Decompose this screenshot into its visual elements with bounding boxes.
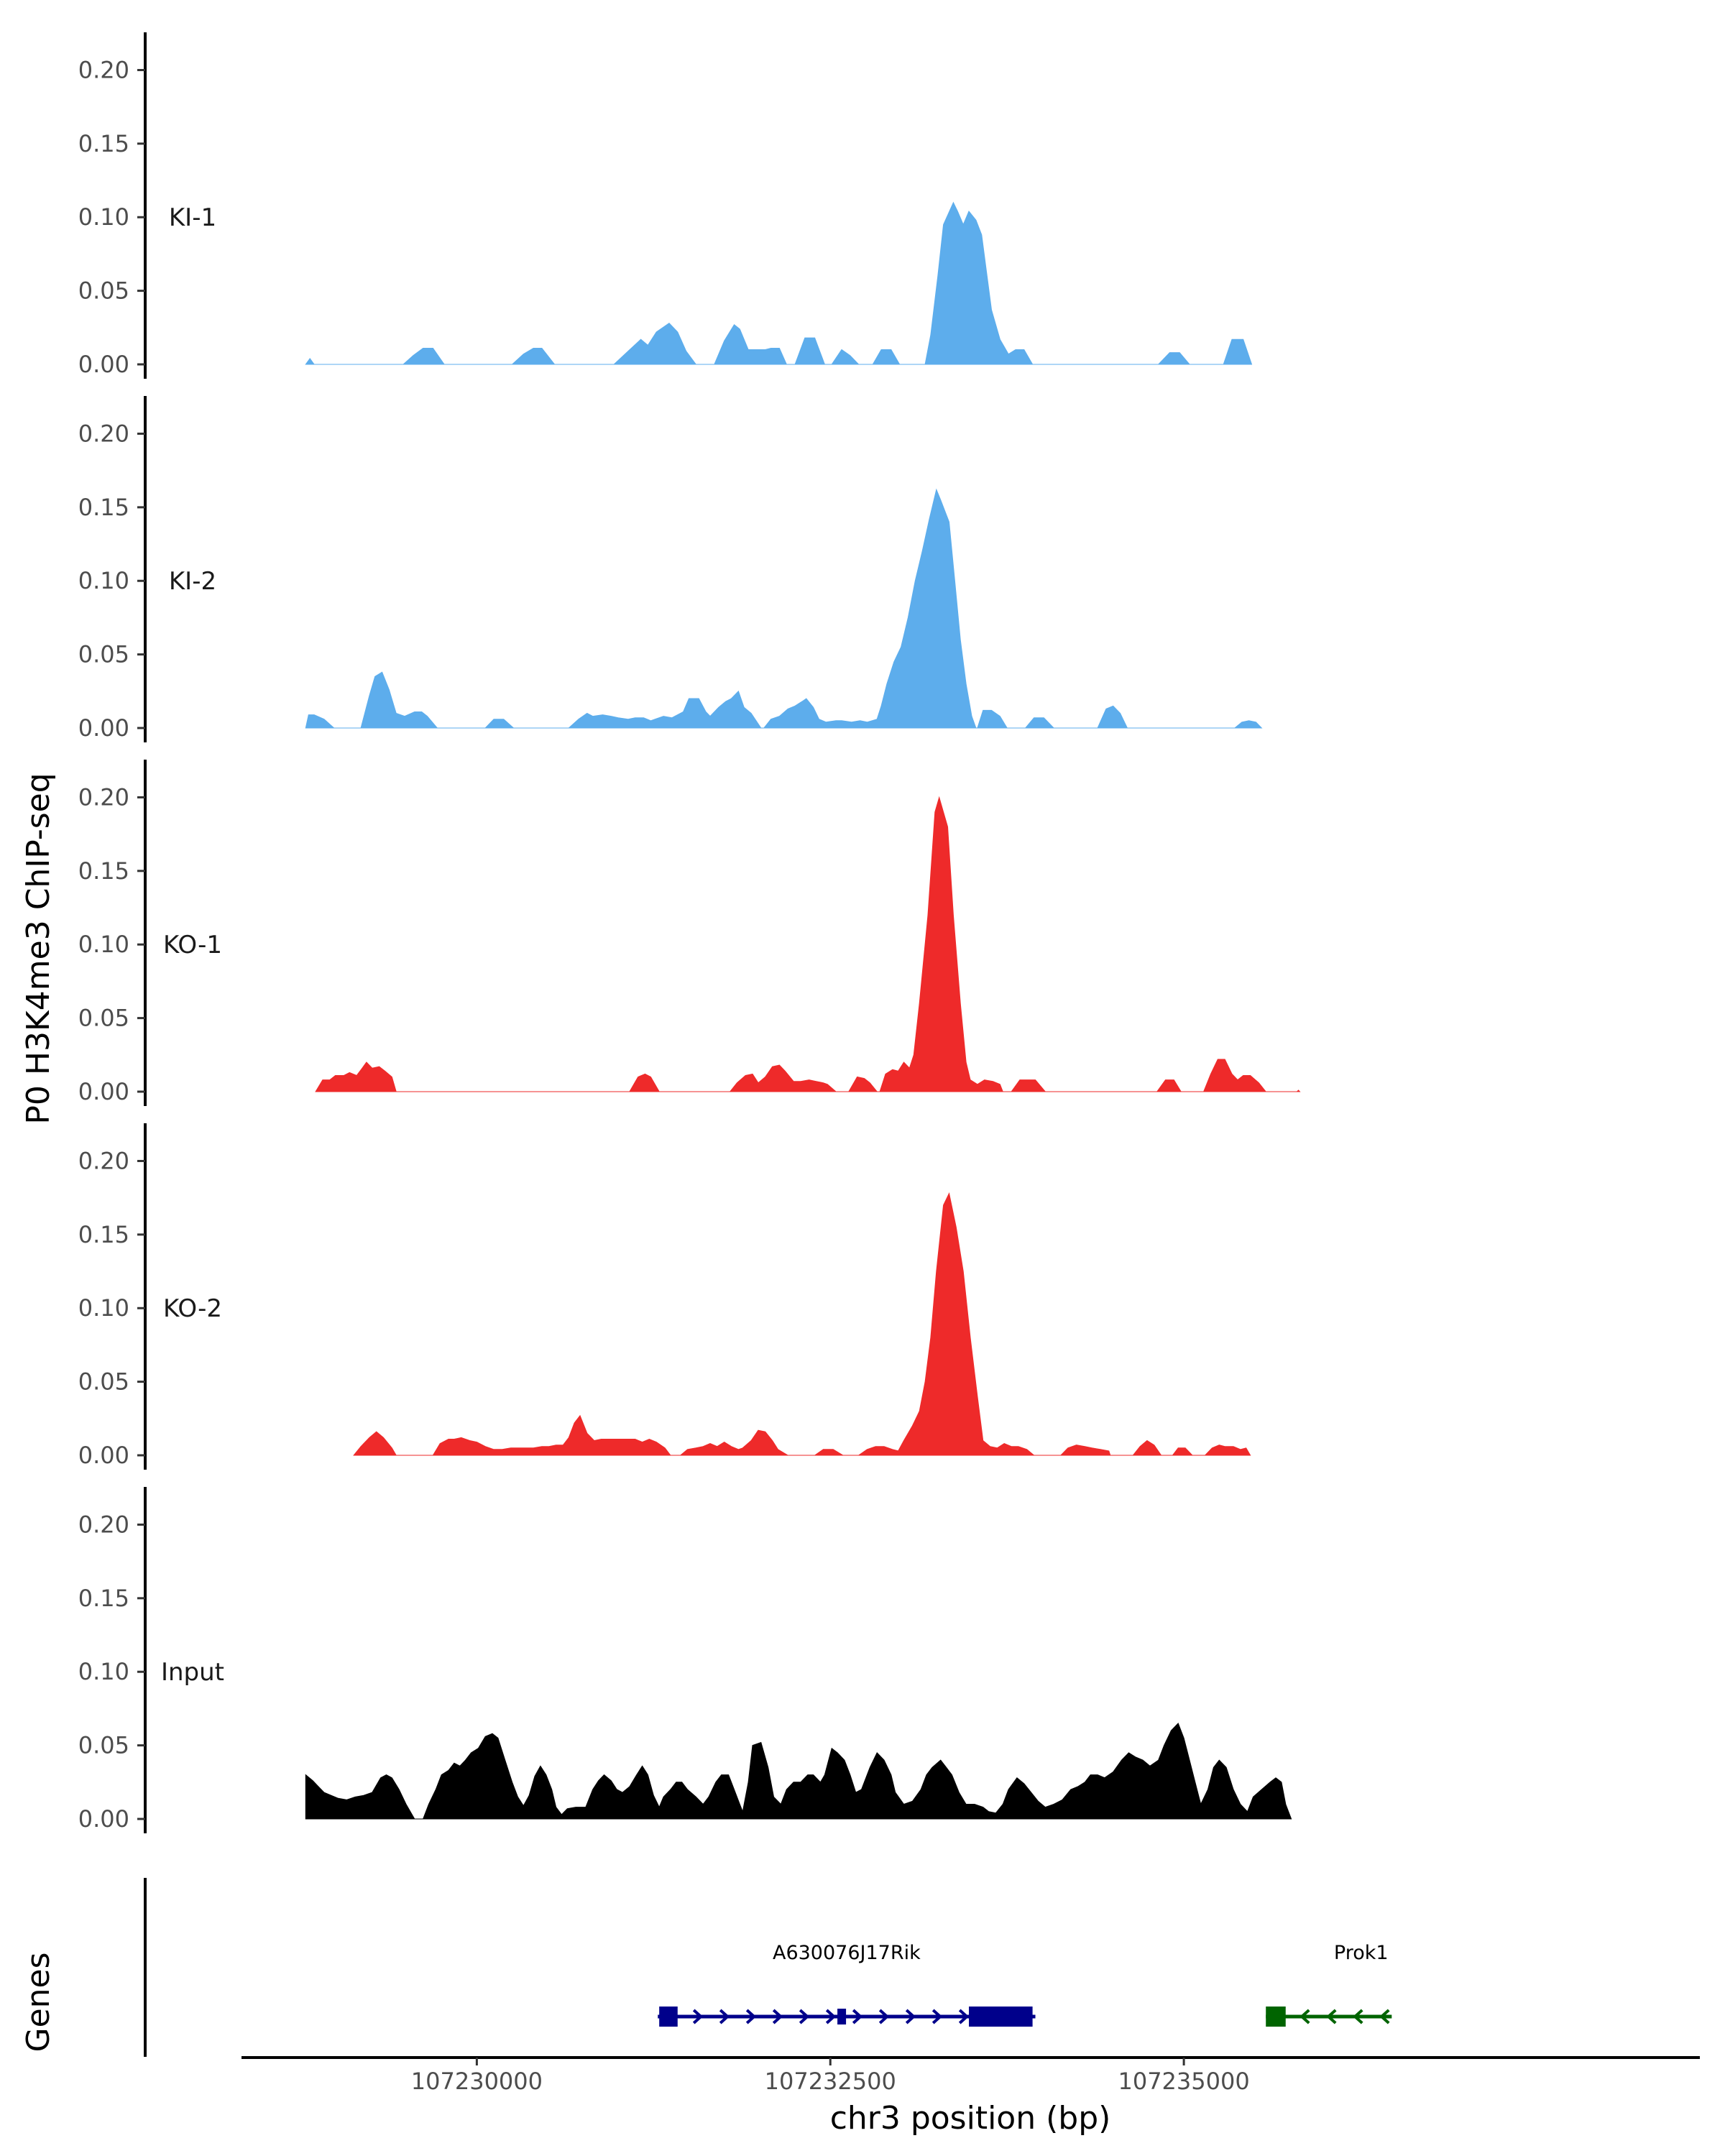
track-ki-2-y-tick-label: 0.00 <box>78 714 129 742</box>
track-ki-2-y-tick-label: 0.15 <box>78 494 129 521</box>
gene-a630076j17rik-strand-arrow <box>772 2009 783 2024</box>
track-ko-1-signal-area <box>315 796 1301 1092</box>
gene-a630076j17rik: A630076J17Rik <box>658 1942 1036 2027</box>
track-input-signal-area <box>305 1722 1292 1820</box>
track-ki-1-y-tick-label: 0.10 <box>78 203 129 231</box>
track-ko-2-y-tick-label: 0.10 <box>78 1294 129 1322</box>
gene-a630076j17rik-label: A630076J17Rik <box>773 1942 921 1964</box>
track-ki-2-y-tick-label: 0.05 <box>78 641 129 668</box>
track-ki-1-y-tick-label: 0.00 <box>78 351 129 378</box>
track-input-y-tick-label: 0.20 <box>78 1511 129 1538</box>
gene-a630076j17rik-strand-arrow <box>905 2009 916 2024</box>
x-tick-label-107232500: 107232500 <box>765 2068 896 2095</box>
y-axis-title: P0 H3K4me3 ChIP-seq <box>20 773 57 1124</box>
gene-prok1-strand-arrow <box>1379 2009 1390 2024</box>
track-input-label: Input <box>161 1658 224 1687</box>
gene-prok1-exon <box>1266 2007 1286 2027</box>
gene-a630076j17rik-strand-arrow <box>932 2009 943 2024</box>
track-ki-1-label: KI-1 <box>169 203 216 232</box>
gene-prok1-strand-arrow <box>1300 2009 1310 2024</box>
track-ko-1-y-tick-label: 0.10 <box>78 931 129 958</box>
track-ko-1-y-tick-label: 0.15 <box>78 857 129 885</box>
track-ko-2-y-tick-label: 0.20 <box>78 1147 129 1174</box>
gene-a630076j17rik-exon <box>659 2007 678 2027</box>
gene-models: A630076J17Rik Prok1 <box>658 1942 1392 2027</box>
track-ki-2-signal-area <box>305 488 1263 729</box>
track-ki-2-y-tick-label: 0.10 <box>78 567 129 594</box>
x-axis: 107230000 107232500 107235000 chr3 positio… <box>242 2056 1700 2137</box>
gene-track-title: Genes <box>20 1952 57 2052</box>
track-input-y-tick-label: 0.05 <box>78 1732 129 1759</box>
track-input-y-tick-label: 0.15 <box>78 1585 129 1612</box>
track-ko-2-signal-area <box>353 1192 1251 1456</box>
gene-prok1-label: Prok1 <box>1334 1942 1389 1964</box>
gene-a630076j17rik-exon <box>837 2009 847 2024</box>
track-ko-1: 0.00 0.05 0.10 0.15 0.20 KO-1 <box>78 760 1301 1106</box>
track-input-y-tick-label: 0.00 <box>78 1805 129 1833</box>
gene-prok1-strand-arrow <box>1326 2009 1337 2024</box>
track-ko-1-y-tick-label: 0.00 <box>78 1078 129 1105</box>
gene-prok1-strand-arrow <box>1353 2009 1363 2024</box>
x-tick-label-107235000: 107235000 <box>1118 2068 1249 2095</box>
gene-a630076j17rik-strand-arrow <box>878 2009 890 2024</box>
track-ko-2-y-tick-label: 0.00 <box>78 1442 129 1469</box>
gene-a630076j17rik-strand-arrow <box>719 2009 730 2024</box>
track-ki-1-signal-area <box>305 201 1253 365</box>
gene-a630076j17rik-strand-arrow <box>825 2009 837 2024</box>
gene-a630076j17rik-strand-arrow <box>745 2009 757 2024</box>
x-axis-ticks: 107230000 107232500 107235000 <box>411 2058 1250 2095</box>
track-ko-2-label: KO-2 <box>163 1294 222 1323</box>
track-ki-1-y-tick-label: 0.05 <box>78 277 129 305</box>
track-ki-2: 0.00 0.05 0.10 0.15 0.20 KI-2 <box>78 396 1263 742</box>
gene-a630076j17rik-strand-arrow <box>799 2009 810 2024</box>
gene-a630076j17rik-strand-arrow <box>692 2009 704 2024</box>
x-axis-title: chr3 position (bp) <box>830 2100 1111 2137</box>
track-input: 0.00 0.05 0.10 0.15 0.20 Input <box>78 1487 1292 1833</box>
track-ki-1: 0.00 0.05 0.10 0.15 0.20 KI-1 <box>78 32 1253 379</box>
track-input-y-tick-label: 0.10 <box>78 1658 129 1685</box>
track-ko-1-y-tick-label: 0.05 <box>78 1005 129 1032</box>
track-ko-1-y-tick-label: 0.20 <box>78 783 129 811</box>
signal-tracks: 0.00 0.05 0.10 0.15 0.20 KI-1 0.00 0.05 0.10 0.15… <box>78 32 1301 1833</box>
gene-a630076j17rik-strand-arrow <box>852 2009 863 2024</box>
track-ki-1-y-tick-label: 0.20 <box>78 56 129 83</box>
gene-track: Genes A630076J17Rik Prok1 <box>20 1878 1392 2057</box>
track-ki-2-label: KI-2 <box>169 567 216 596</box>
x-tick-label-107230000: 107230000 <box>411 2068 543 2095</box>
gene-a630076j17rik-strand-arrow <box>958 2009 970 2024</box>
track-ko-1-label: KO-1 <box>163 931 222 959</box>
track-ki-1-y-tick-label: 0.15 <box>78 130 129 157</box>
gene-prok1: Prok1 <box>1266 1942 1392 2027</box>
track-ko-2-y-tick-label: 0.15 <box>78 1221 129 1248</box>
track-ko-2-y-tick-label: 0.05 <box>78 1368 129 1396</box>
track-ko-2: 0.00 0.05 0.10 0.15 0.20 KO-2 <box>78 1123 1251 1470</box>
gene-a630076j17rik-exon <box>969 2007 1033 2027</box>
track-ki-2-y-tick-label: 0.20 <box>78 420 129 447</box>
